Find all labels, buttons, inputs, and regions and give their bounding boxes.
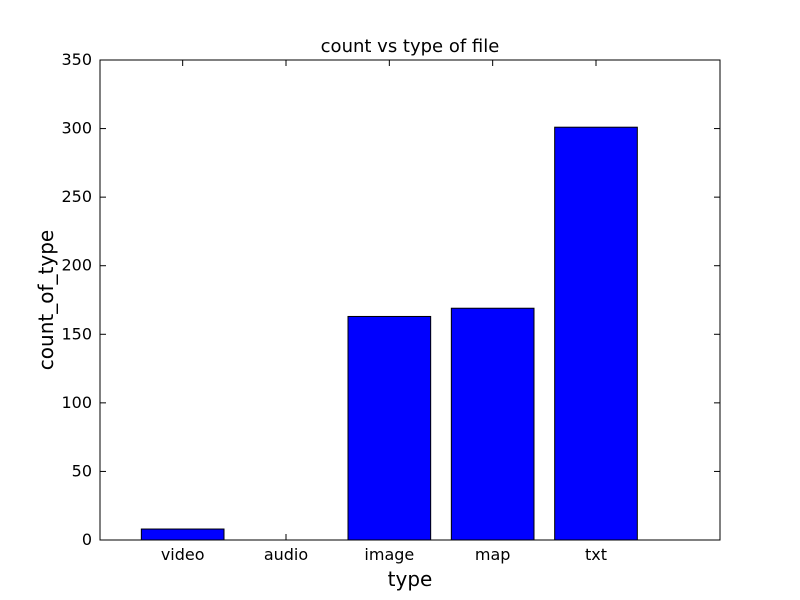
x-tick-label: video — [161, 545, 205, 564]
y-tick-label: 150 — [61, 324, 92, 343]
x-tick-label: map — [475, 545, 511, 564]
x-tick-label: image — [364, 545, 414, 564]
x-tick-label: audio — [264, 545, 308, 564]
chart-title: count vs type of file — [321, 36, 500, 57]
y-tick-label: 100 — [61, 393, 92, 412]
plot-area: 0 50 100 150 200 250 300 350 video audio image map… — [61, 50, 721, 564]
y-tick-label: 300 — [61, 119, 92, 138]
y-tick-label: 200 — [61, 256, 92, 275]
bar-map — [450, 307, 535, 541]
y-tick-label: 0 — [82, 530, 92, 549]
x-axis-label: type — [388, 567, 433, 591]
y-axis-ticks: 0 50 100 150 200 250 300 350 — [61, 50, 720, 549]
x-axis-ticks: video audio image map txt — [161, 60, 607, 564]
y-tick-label: 250 — [61, 187, 92, 206]
bar-image — [347, 315, 432, 541]
x-tick-label: txt — [585, 545, 607, 564]
y-tick-label: 350 — [61, 50, 92, 69]
bar-video — [140, 528, 225, 541]
bars — [140, 126, 638, 541]
bar-txt — [554, 126, 638, 541]
y-tick-label: 50 — [72, 461, 92, 480]
y-axis-label: count_of_type — [34, 230, 58, 370]
